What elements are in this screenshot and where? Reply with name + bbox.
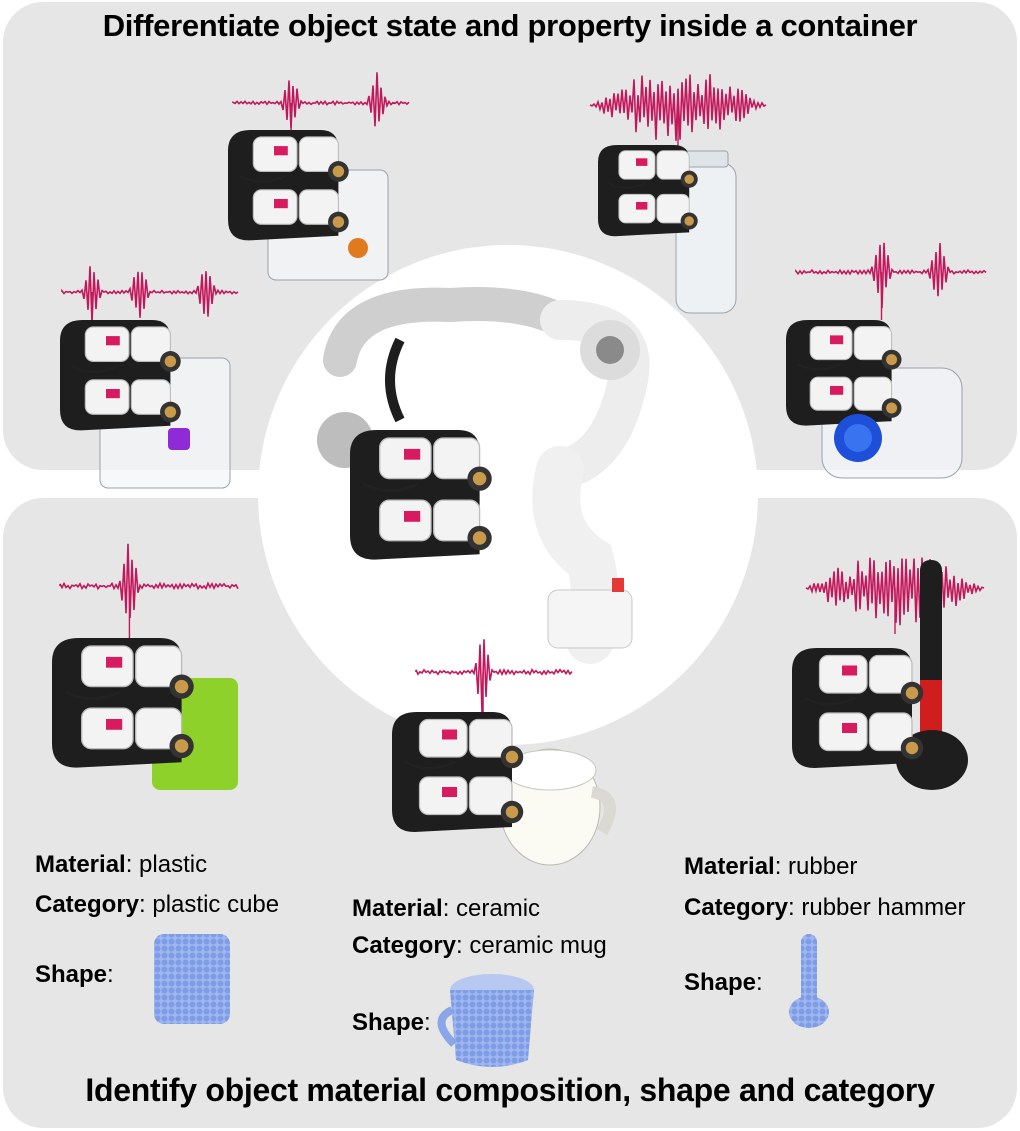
gripper-container-scene	[597, 144, 737, 314]
material-value: : rubber	[774, 853, 858, 880]
gripper-object-scene	[390, 710, 616, 866]
point-cloud-icon	[154, 934, 230, 1024]
container-state-title: Differentiate object state and property …	[102, 8, 918, 43]
category-value: : ceramic mug	[456, 932, 607, 959]
material-value: : ceramic	[442, 895, 541, 922]
plastic-material-row: Material: plastic	[35, 850, 207, 880]
waveform-icon	[795, 242, 987, 320]
object-identity-title: Identify object material composition, sh…	[85, 1072, 935, 1108]
shape-key: Shape	[684, 969, 757, 996]
rubber-category-row: Category: rubber hammer	[684, 893, 965, 923]
shape-suffix: :	[107, 961, 114, 988]
robot-arm-icon	[317, 287, 650, 664]
category-value: : plastic cube	[139, 891, 280, 918]
plastic-category-row: Category: plastic cube	[35, 890, 279, 920]
category-key: Category	[35, 891, 140, 918]
material-key: Material	[684, 853, 775, 880]
shape-suffix: :	[756, 969, 763, 996]
waveform-trace	[415, 639, 573, 713]
gripper-object-scene	[50, 636, 238, 790]
material-key: Material	[352, 895, 443, 922]
point-cloud-icon	[437, 974, 534, 1067]
waveform-trace	[59, 543, 239, 618]
shape-suffix: :	[424, 1009, 431, 1036]
point-cloud-icon	[789, 934, 829, 1028]
gripper-object-scene	[790, 560, 968, 790]
rubber-shape-row: Shape:	[684, 968, 763, 998]
material-key: Material	[35, 851, 126, 878]
shape-key: Shape	[352, 1009, 425, 1036]
waveform-icon	[805, 557, 985, 634]
material-value: : plastic	[125, 851, 208, 878]
waveform-icon	[589, 74, 767, 151]
gripper-container-scene	[58, 318, 231, 489]
category-value: : rubber hammer	[788, 894, 966, 921]
gripper-container-scene	[784, 318, 963, 479]
category-key: Category	[352, 932, 457, 959]
waveform-trace	[232, 72, 410, 129]
waveform-icon	[59, 543, 239, 650]
waveform-trace	[589, 74, 767, 141]
waveform-trace	[61, 266, 239, 323]
plastic-shape-row: Shape:	[35, 960, 114, 990]
shape-key: Shape	[35, 961, 108, 988]
gripper-container-scene	[226, 128, 389, 281]
ceramic-shape-row: Shape:	[352, 1008, 431, 1038]
rubber-material-row: Material: rubber	[684, 852, 857, 882]
ceramic-material-row: Material: ceramic	[352, 894, 540, 924]
category-key: Category	[684, 894, 789, 921]
waveform-trace	[795, 242, 987, 309]
ceramic-category-row: Category: ceramic mug	[352, 931, 607, 961]
